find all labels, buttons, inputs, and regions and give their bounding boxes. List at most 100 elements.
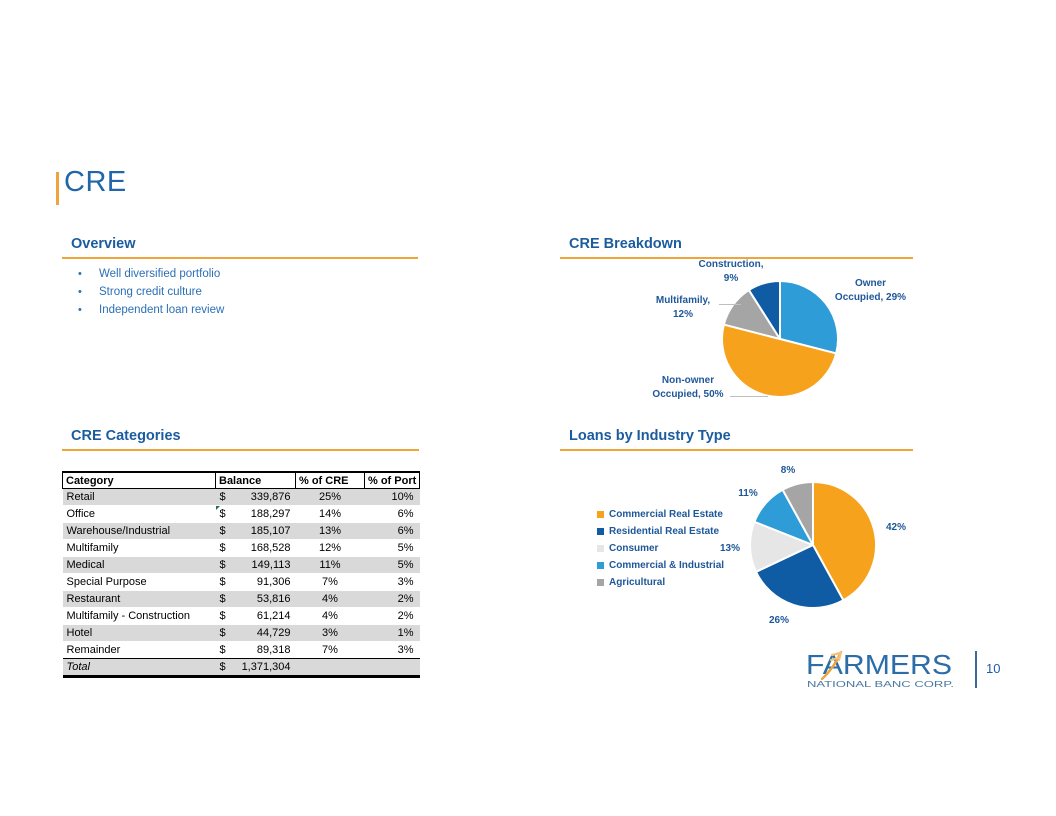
cell-category: Multifamily - Construction — [66, 610, 190, 622]
cell-pct-cre: 25% — [295, 488, 365, 506]
cell-balance: $91,306 — [219, 576, 291, 588]
legend-item: Agricultural — [597, 574, 724, 591]
bullet-item: • Well diversified portfolio — [78, 268, 224, 286]
cell-pct-port: 1% — [364, 624, 420, 642]
bullet-text: Well diversified portfolio — [99, 268, 221, 280]
cell-category: Warehouse/Industrial — [62, 522, 216, 540]
pie-slice — [812, 481, 877, 602]
legend-marker — [597, 545, 604, 552]
cell-pct-port: 2% — [364, 590, 420, 608]
cell-category: Remainder — [66, 644, 121, 656]
cre-categories-heading-rule — [62, 449, 419, 451]
cell-pct-port: 3% — [397, 644, 414, 656]
overview-section: Overview — [62, 236, 418, 259]
cre-breakdown-heading: CRE Breakdown — [569, 236, 682, 252]
bullet-text: Strong credit culture — [99, 286, 202, 298]
cell-total-label: Total — [62, 658, 216, 678]
pie-percent-label-ci: 11% — [738, 488, 758, 499]
cell-category: Medical — [62, 556, 216, 574]
legend-item: Commercial Real Estate — [597, 506, 724, 523]
logo-wheat-icon — [820, 650, 843, 681]
overview-heading: Overview — [71, 236, 136, 252]
legend-item: Residential Real Estate — [597, 523, 724, 540]
table-header-pct-port: % of Port — [364, 471, 420, 489]
pie-label-multifamily: Multifamily, 12% — [655, 295, 711, 320]
pie-label-owner-occupied: Owner Occupied, 29% — [834, 278, 907, 303]
table-body: Retail $339,876 25% 10% Office $188,297 14% 6% W… — [62, 488, 420, 659]
table-row: Retail $339,876 25% 10% — [62, 488, 420, 506]
table-row: Special Purpose $91,306 7% 3% — [62, 574, 420, 591]
cell-balance: $168,528 — [219, 542, 291, 554]
cell-category: Hotel — [62, 624, 216, 642]
cell-pct-cre: 7% — [322, 644, 338, 656]
cre-breakdown-pie — [721, 280, 839, 398]
page-number: 10 — [986, 661, 1001, 676]
pie-label-non-owner: Non-owner Occupied, 50% — [652, 375, 724, 400]
cell-category: Special Purpose — [66, 576, 147, 588]
cell-pct-cre: 4% — [322, 610, 338, 622]
legend-label: Commercial Real Estate — [609, 509, 723, 520]
table-row: Hotel $44,729 3% 1% — [62, 624, 420, 642]
comment-flag-marker — [215, 506, 220, 510]
cell-pct-cre: 13% — [295, 522, 365, 540]
overview-heading-rule — [62, 257, 418, 259]
table-header-category: Category — [62, 471, 216, 489]
cell-balance: $149,113 — [215, 556, 296, 574]
cell-balance: $339,876 — [215, 488, 296, 506]
pie-slice — [721, 323, 838, 398]
cell-pct-port: 10% — [364, 488, 420, 506]
cre-categories-table: Category Balance % of CRE % of Port Reta… — [62, 471, 420, 678]
table-row: Multifamily - Construction $61,214 4% 2% — [62, 608, 420, 625]
table-row: Restaurant $53,816 4% 2% — [62, 590, 420, 608]
loans-legend: Commercial Real Estate Residential Real E… — [597, 506, 724, 591]
pie-percent-label-agricultural: 8% — [780, 465, 796, 476]
cell-balance: $53,816 — [215, 590, 296, 608]
pie-slice — [781, 481, 814, 546]
table-row: Remainder $89,318 7% 3% — [62, 642, 420, 659]
pie-label-construction: Construction, 9% — [698, 259, 764, 284]
cre-breakdown-heading-rule — [560, 257, 913, 259]
cell-pct-port: 6% — [397, 508, 414, 520]
legend-label: Consumer — [609, 543, 659, 554]
legend-marker — [597, 511, 604, 518]
cell-category: Office — [66, 508, 96, 520]
legend-label: Agricultural — [609, 577, 666, 588]
cell-category: Multifamily — [66, 542, 119, 554]
bullet-item: • Independent loan review — [78, 304, 224, 322]
pie-slice — [755, 544, 845, 609]
total-balance-value: 1,371,304 — [241, 661, 291, 673]
legend-item: Consumer — [597, 540, 724, 557]
table-header-balance: Balance — [215, 471, 296, 489]
bullet-text: Independent loan review — [99, 304, 225, 316]
cell-pct-port: 2% — [397, 610, 414, 622]
bullet-dot: • — [78, 268, 82, 280]
pie-slice — [779, 280, 839, 355]
bullet-dot: • — [78, 304, 82, 316]
farmers-logo: FARMERS NATIONAL BANC CORP. — [806, 649, 954, 689]
table-row: Medical $149,113 11% 5% — [62, 556, 420, 574]
pie-slice — [747, 280, 781, 340]
cre-breakdown-section: CRE Breakdown — [560, 236, 913, 259]
legend-marker — [597, 562, 604, 569]
cell-category: Retail — [62, 488, 216, 506]
loans-heading-rule — [560, 449, 913, 451]
cell-pct-port: 5% — [397, 542, 414, 554]
cell-pct-cre: 14% — [318, 508, 342, 520]
cell-pct-port: 5% — [364, 556, 420, 574]
cell-total-balance: $ 1,371,304 — [215, 658, 296, 678]
pie-percent-label-consumer: 13% — [719, 543, 740, 554]
loans-pie — [749, 481, 877, 609]
cell-balance: $185,107 — [215, 522, 296, 540]
pie-percent-label-cre: 42% — [885, 522, 906, 533]
loans-by-industry-heading: Loans by Industry Type — [569, 428, 731, 444]
cell-balance: $89,318 — [219, 644, 291, 656]
legend-marker — [597, 579, 604, 586]
loans-by-industry-section: Loans by Industry Type — [560, 428, 913, 451]
cell-pct-cre: 7% — [322, 576, 338, 588]
pie-percent-label-residential: 26% — [768, 615, 789, 626]
footer-divider — [975, 651, 977, 688]
table-header-row: Category Balance % of CRE % of Port — [62, 471, 420, 489]
leader-line — [730, 396, 768, 397]
overview-bullet-list: • Well diversified portfolio • Strong credi… — [78, 268, 224, 322]
